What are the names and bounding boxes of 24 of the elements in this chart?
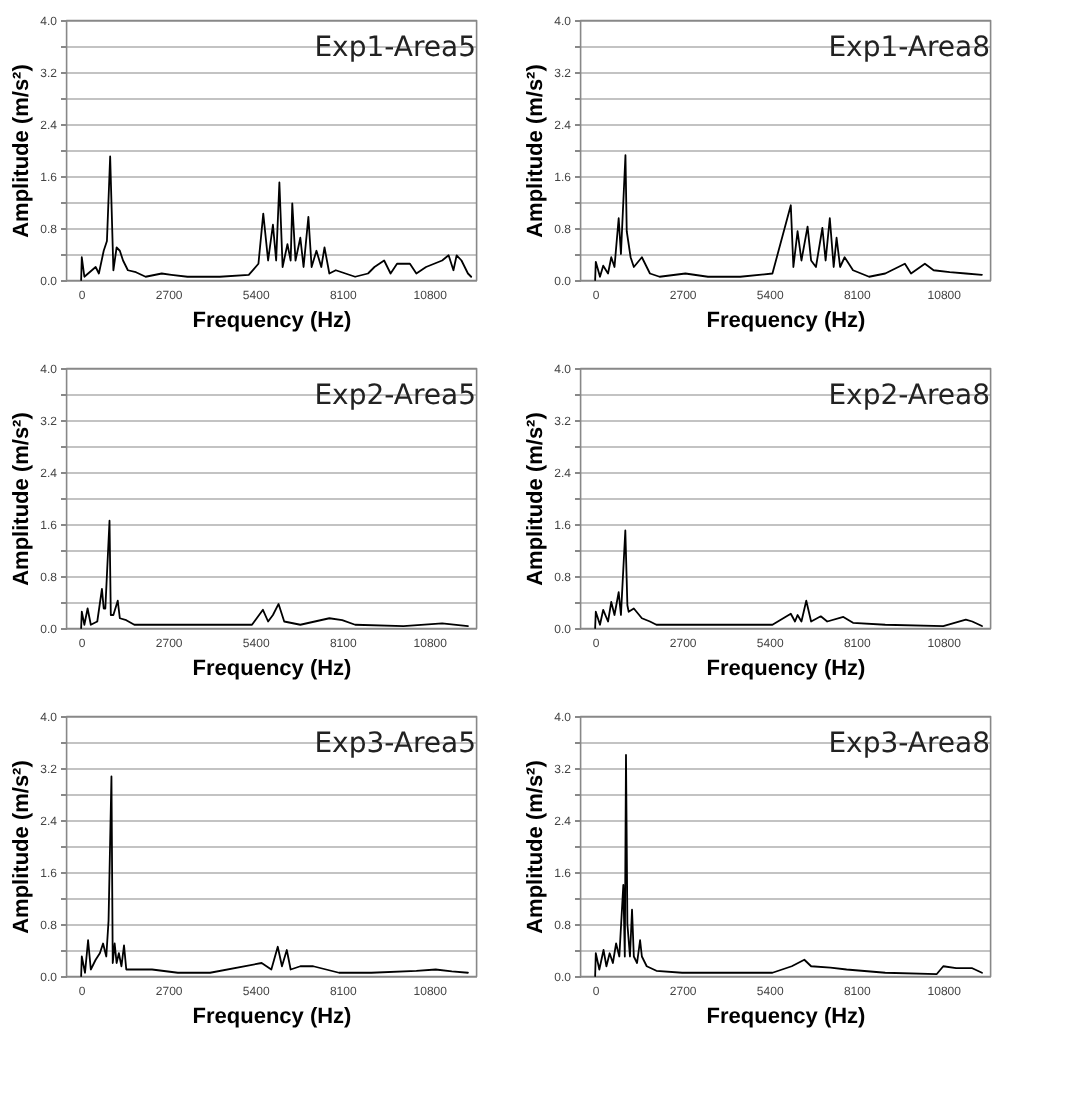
chart-title: Exp1-Area5	[314, 32, 476, 64]
x-axis-title: Frequency (Hz)	[192, 657, 353, 681]
chart-title: Exp1-Area8	[828, 32, 990, 64]
x-axis-title: Frequency (Hz)	[706, 1005, 867, 1029]
chart-title: Exp2-Area5	[314, 380, 476, 412]
chart-title: Exp2-Area8	[828, 380, 990, 412]
chart-title: Exp3-Area5	[314, 728, 476, 760]
x-axis-title: Frequency (Hz)	[192, 309, 353, 333]
x-axis-title: Frequency (Hz)	[706, 309, 867, 333]
y-axis-title: Amplitude (m/s²)	[10, 63, 35, 238]
line-series	[594, 154, 983, 281]
y-axis-title: Amplitude (m/s²)	[524, 759, 549, 934]
y-axis-title: Amplitude (m/s²)	[10, 411, 35, 586]
line-series	[80, 519, 469, 629]
y-axis-title: Amplitude (m/s²)	[524, 63, 549, 238]
line-series	[594, 754, 983, 977]
line-series	[80, 775, 469, 977]
x-axis-title: Frequency (Hz)	[706, 657, 867, 681]
x-axis-title: Frequency (Hz)	[192, 1005, 353, 1029]
y-axis-title: Amplitude (m/s²)	[10, 759, 35, 934]
y-axis-title: Amplitude (m/s²)	[524, 411, 549, 586]
chart-title: Exp3-Area8	[828, 728, 990, 760]
line-series	[594, 529, 983, 629]
line-series	[80, 155, 473, 281]
